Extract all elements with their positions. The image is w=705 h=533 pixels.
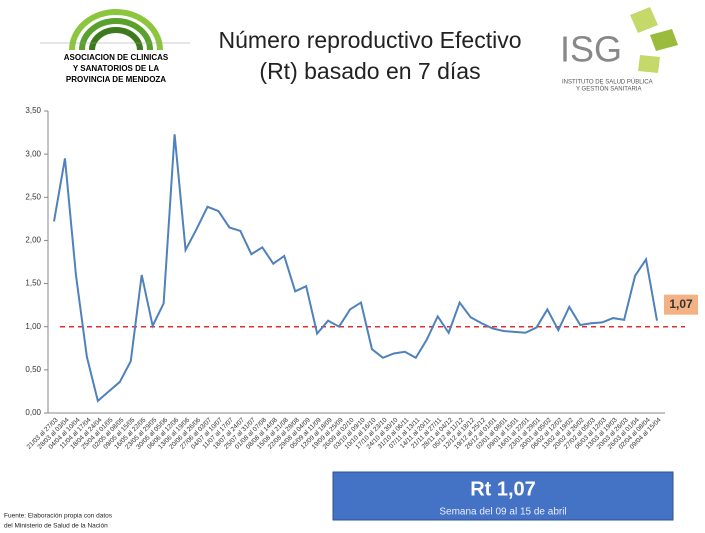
logo-text: INSTITUTO DE SALUD PÚBLICA <box>562 79 653 86</box>
logo-name: ISG <box>560 29 622 70</box>
logo-right: ISG INSTITUTO DE SALUD PÚBLICA Y GESTIÓN… <box>560 7 678 93</box>
logo-text: Y SANATORIOS DE LA <box>73 64 159 73</box>
y-tick-label: 2,00 <box>25 236 41 245</box>
source: del Ministerio de Salud de la Nación <box>4 523 108 530</box>
chart-title: (Rt) basado en 7 días <box>259 58 480 84</box>
annotation: 1,07 <box>669 297 693 311</box>
source: Fuente: Elaboración propia con datos <box>4 513 113 520</box>
logo-text: Y GESTIÓN SANITARIA <box>576 86 641 93</box>
annotation-box <box>664 294 698 315</box>
logo-text: ASOCIACION DE CLINICAS <box>64 53 169 62</box>
y-tick-label: 3,00 <box>25 149 41 158</box>
y-tick-label: 1,50 <box>25 279 41 288</box>
highlight-subtitle: Semana del 09 al 15 de abril <box>439 507 566 518</box>
y-tick-label: 1,00 <box>25 322 41 331</box>
logo-text: PROVINCIA DE MENDOZA <box>66 75 166 84</box>
logo-left: ASOCIACION DE CLINICAS Y SANATORIOS DE L… <box>40 9 190 84</box>
y-tick-label: 0,00 <box>25 408 41 417</box>
y-tick-label: 2,50 <box>25 192 41 201</box>
highlight-title: Rt 1,07 <box>470 478 536 500</box>
highlight-box <box>332 471 674 521</box>
chart-title: Número reproductivo Efectivo <box>219 27 522 53</box>
line <box>53 134 658 403</box>
y-tick-label: 3,50 <box>25 106 41 115</box>
y-tick-label: 0,50 <box>25 365 41 374</box>
